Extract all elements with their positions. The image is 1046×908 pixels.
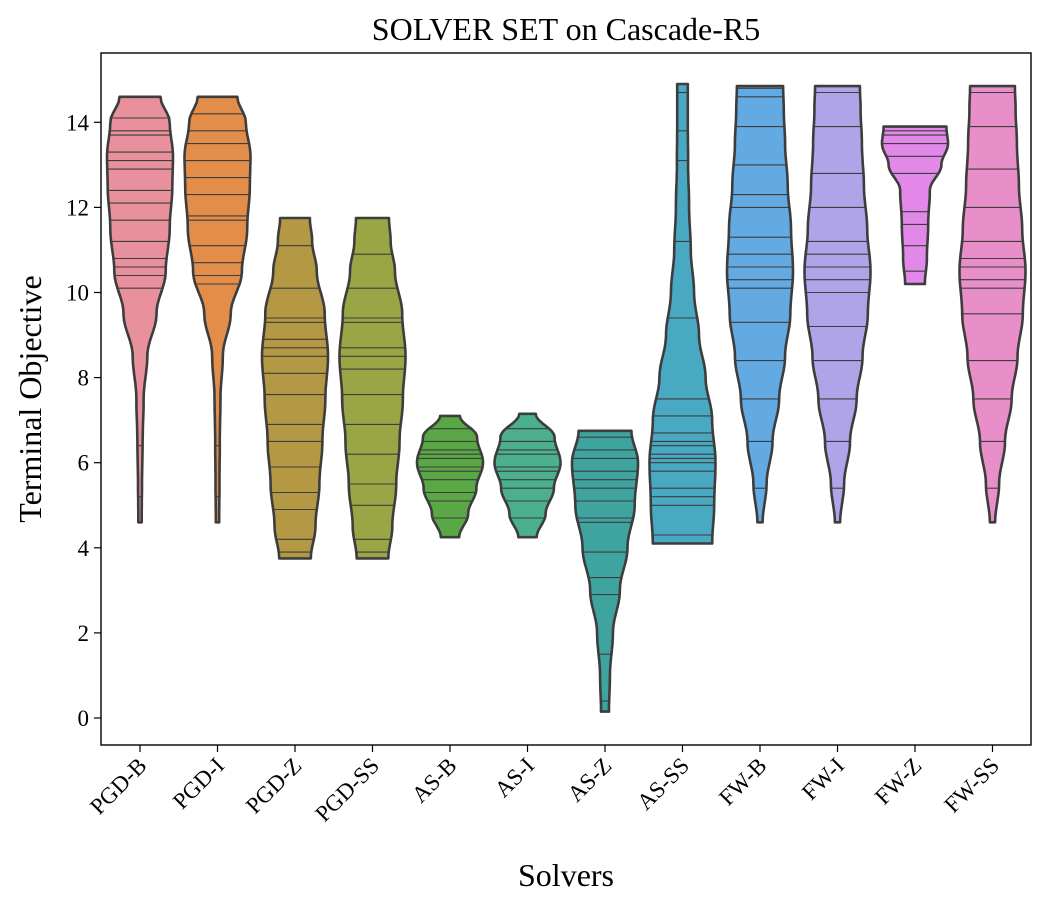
x-axis-title: Solvers: [518, 857, 614, 893]
violin-fw-ss: [958, 84, 1027, 524]
x-tick-label: PGD-SS: [310, 753, 384, 827]
violin-as-z: [570, 429, 640, 713]
violin-fw-b: [725, 84, 795, 524]
violin-pgd-i: [183, 95, 252, 524]
x-tick-label: FW-Z: [870, 753, 927, 810]
violin-as-b: [415, 414, 485, 539]
violin-body: [958, 84, 1027, 524]
x-tick-label: AS-Z: [563, 753, 617, 807]
y-tick-label: 6: [78, 451, 90, 476]
x-tick-label: PGD-I: [168, 753, 229, 814]
x-tick-label: PGD-Z: [241, 753, 307, 819]
x-tick-label: AS-I: [490, 753, 539, 802]
violin-body: [338, 216, 407, 560]
y-tick-label: 0: [78, 706, 90, 731]
violin-body: [570, 429, 640, 713]
y-tick-label: 10: [66, 281, 89, 306]
plot-area-frame: [100, 52, 1032, 746]
x-tick-label: AS-B: [407, 753, 462, 808]
chart-title: SOLVER SET on Cascade-R5: [372, 11, 760, 47]
violin-body: [415, 414, 485, 539]
y-tick-label: 8: [78, 366, 90, 391]
violin-body: [648, 82, 717, 545]
x-axis: PGD-B PGD-I PGD-Z PGD-SS AS-B AS-I AS-Z AS-SS FW…: [85, 745, 1004, 827]
violin-body: [725, 84, 795, 524]
violin-body: [260, 216, 330, 560]
y-tick-label: 14: [66, 110, 90, 135]
violin-group: [105, 82, 1027, 713]
y-tick-label: 4: [78, 536, 90, 561]
y-tick-label: 12: [66, 195, 89, 220]
violin-body: [803, 84, 872, 524]
violin-fw-i: [803, 84, 872, 524]
violin-pgd-ss: [338, 216, 407, 560]
violin-body: [183, 95, 252, 524]
violin-as-i: [493, 412, 562, 539]
violin-fw-z: [880, 125, 950, 286]
violin-pgd-z: [260, 216, 330, 560]
x-tick-label: AS-SS: [632, 753, 694, 815]
x-tick-label: FW-I: [797, 753, 849, 805]
violin-pgd-b: [105, 95, 175, 524]
violin-body: [493, 412, 562, 539]
violin-as-ss: [648, 82, 717, 545]
x-tick-label: PGD-B: [85, 753, 151, 819]
y-tick-label: 2: [78, 621, 90, 646]
x-tick-label: FW-B: [714, 753, 771, 810]
x-tick-label: FW-SS: [939, 753, 1004, 818]
y-axis-title: Terminal Objective: [12, 275, 48, 522]
violin-body: [880, 125, 950, 286]
y-axis: 0 2 4 6 8 10 12 14: [66, 110, 101, 731]
